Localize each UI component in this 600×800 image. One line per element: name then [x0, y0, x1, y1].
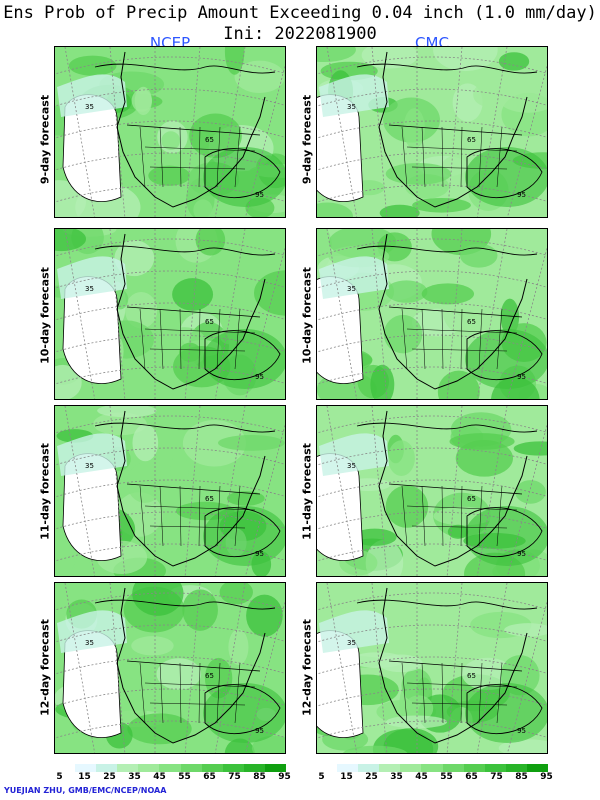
colorbar-tick-label: 45	[153, 772, 166, 782]
colorbar-swatch	[117, 764, 139, 772]
contour-label: 35	[347, 639, 356, 647]
colorbar-swatch	[96, 764, 118, 772]
contour-label: 95	[517, 727, 526, 735]
colorbar-swatch	[222, 764, 244, 772]
contour-label: 35	[85, 103, 94, 111]
row-label-10-day: 10-day forecast	[38, 267, 52, 364]
colorbar-tick-label: 65	[465, 772, 478, 782]
colorbar-tick-label: 45	[415, 772, 428, 782]
contour-label: 65	[467, 136, 476, 144]
colorbar-tick-label: 35	[128, 772, 141, 782]
colorbar-tick-label: 85	[515, 772, 528, 782]
colorbar-swatch	[358, 764, 380, 772]
contour-label: 35	[347, 103, 356, 111]
colorbar-tick-label: 15	[78, 772, 91, 782]
colorbar-tick-label: 75	[228, 772, 241, 782]
contour-label: 65	[467, 495, 476, 503]
colorbar-swatch	[526, 764, 549, 772]
contour-label: 95	[255, 373, 264, 381]
colorbar-swatch	[243, 764, 265, 772]
colorbar-swatch	[180, 764, 202, 772]
colorbar-swatch	[505, 764, 527, 772]
contour-label: 35	[85, 462, 94, 470]
contour-label: 35	[347, 462, 356, 470]
colorbar-tick-label: 95	[540, 772, 553, 782]
colorbar-tick-label: 65	[203, 772, 216, 782]
colorbar-cmc	[316, 764, 549, 772]
row-label-9-day-cmc: 9-day forecast	[300, 94, 314, 185]
colorbar-swatch	[400, 764, 422, 772]
contour-label: 65	[205, 136, 214, 144]
colorbar-swatch	[159, 764, 181, 772]
colorbar-tick-label: 5	[56, 772, 63, 782]
ncep-map-panel-10-day: 35 95 65	[54, 228, 286, 400]
colorbar-tick-label: 95	[278, 772, 291, 782]
cmc-map-panel-10-day: 35 95 65	[316, 228, 548, 400]
contour-label: 95	[255, 191, 264, 199]
colorbar-swatch	[442, 764, 464, 772]
colorbar-tick-label: 15	[340, 772, 353, 782]
contour-label: 65	[205, 318, 214, 326]
colorbar-swatch	[379, 764, 401, 772]
ncep-map-panel-9-day: 35 95 65	[54, 46, 286, 218]
cmc-map-panel-9-day: 35 95 65	[316, 46, 548, 218]
ncep-map-panel-11-day: 35 95 65	[54, 405, 286, 577]
row-label-9-day: 9-day forecast	[38, 94, 52, 185]
contour-label: 65	[205, 495, 214, 503]
contour-label: 95	[255, 550, 264, 558]
colorbar-tick-label: 5	[318, 772, 325, 782]
colorbar-tick-label: 35	[390, 772, 403, 782]
colorbar-swatch	[337, 764, 359, 772]
contour-label: 95	[517, 373, 526, 381]
credit-line: YUEJIAN ZHU, GMB/EMC/NCEP/NOAA	[4, 786, 167, 795]
colorbar-tick-label: 85	[253, 772, 266, 782]
colorbar-swatch	[138, 764, 160, 772]
row-label-11-day: 11-day forecast	[38, 443, 52, 540]
colorbar-tick-label: 55	[440, 772, 453, 782]
cmc-map-panel-12-day: 35 95 65	[316, 582, 548, 754]
contour-label: 65	[467, 672, 476, 680]
row-label-12-day-cmc: 12-day forecast	[300, 619, 314, 716]
colorbar-swatch	[54, 764, 76, 772]
colorbar-swatch	[75, 764, 97, 772]
contour-label: 35	[85, 639, 94, 647]
colorbar-tick-label: 55	[178, 772, 191, 782]
contour-label: 95	[517, 550, 526, 558]
ncep-map-panel-12-day: 35 95 65	[54, 582, 286, 754]
colorbar-swatch	[463, 764, 485, 772]
contour-label: 95	[255, 727, 264, 735]
colorbar-ticks-ncep: 5 15 25 35 45 55 65 75 85 95	[47, 772, 297, 784]
colorbar-tick-label: 25	[103, 772, 116, 782]
row-label-11-day-cmc: 11-day forecast	[300, 443, 314, 540]
colorbar-tick-label: 25	[365, 772, 378, 782]
contour-label: 65	[205, 672, 214, 680]
colorbar-ncep	[54, 764, 287, 772]
cmc-map-panel-11-day: 35 95 65	[316, 405, 548, 577]
map-title: Ens Prob of Precip Amount Exceeding 0.04…	[3, 3, 597, 23]
contour-label: 95	[517, 191, 526, 199]
colorbar-swatch	[201, 764, 223, 772]
colorbar-swatch	[264, 764, 287, 772]
contour-label: 35	[347, 285, 356, 293]
colorbar-ticks-cmc: 5 15 25 35 45 55 65 75 85 95	[309, 772, 559, 784]
row-label-10-day-cmc: 10-day forecast	[300, 267, 314, 364]
row-label-12-day: 12-day forecast	[38, 619, 52, 716]
colorbar-swatch	[484, 764, 506, 772]
init-time-label: Ini: 2022081900	[223, 24, 377, 44]
contour-label: 65	[467, 318, 476, 326]
colorbar-tick-label: 75	[490, 772, 503, 782]
colorbar-swatch	[316, 764, 338, 772]
contour-label: 35	[85, 285, 94, 293]
colorbar-swatch	[421, 764, 443, 772]
